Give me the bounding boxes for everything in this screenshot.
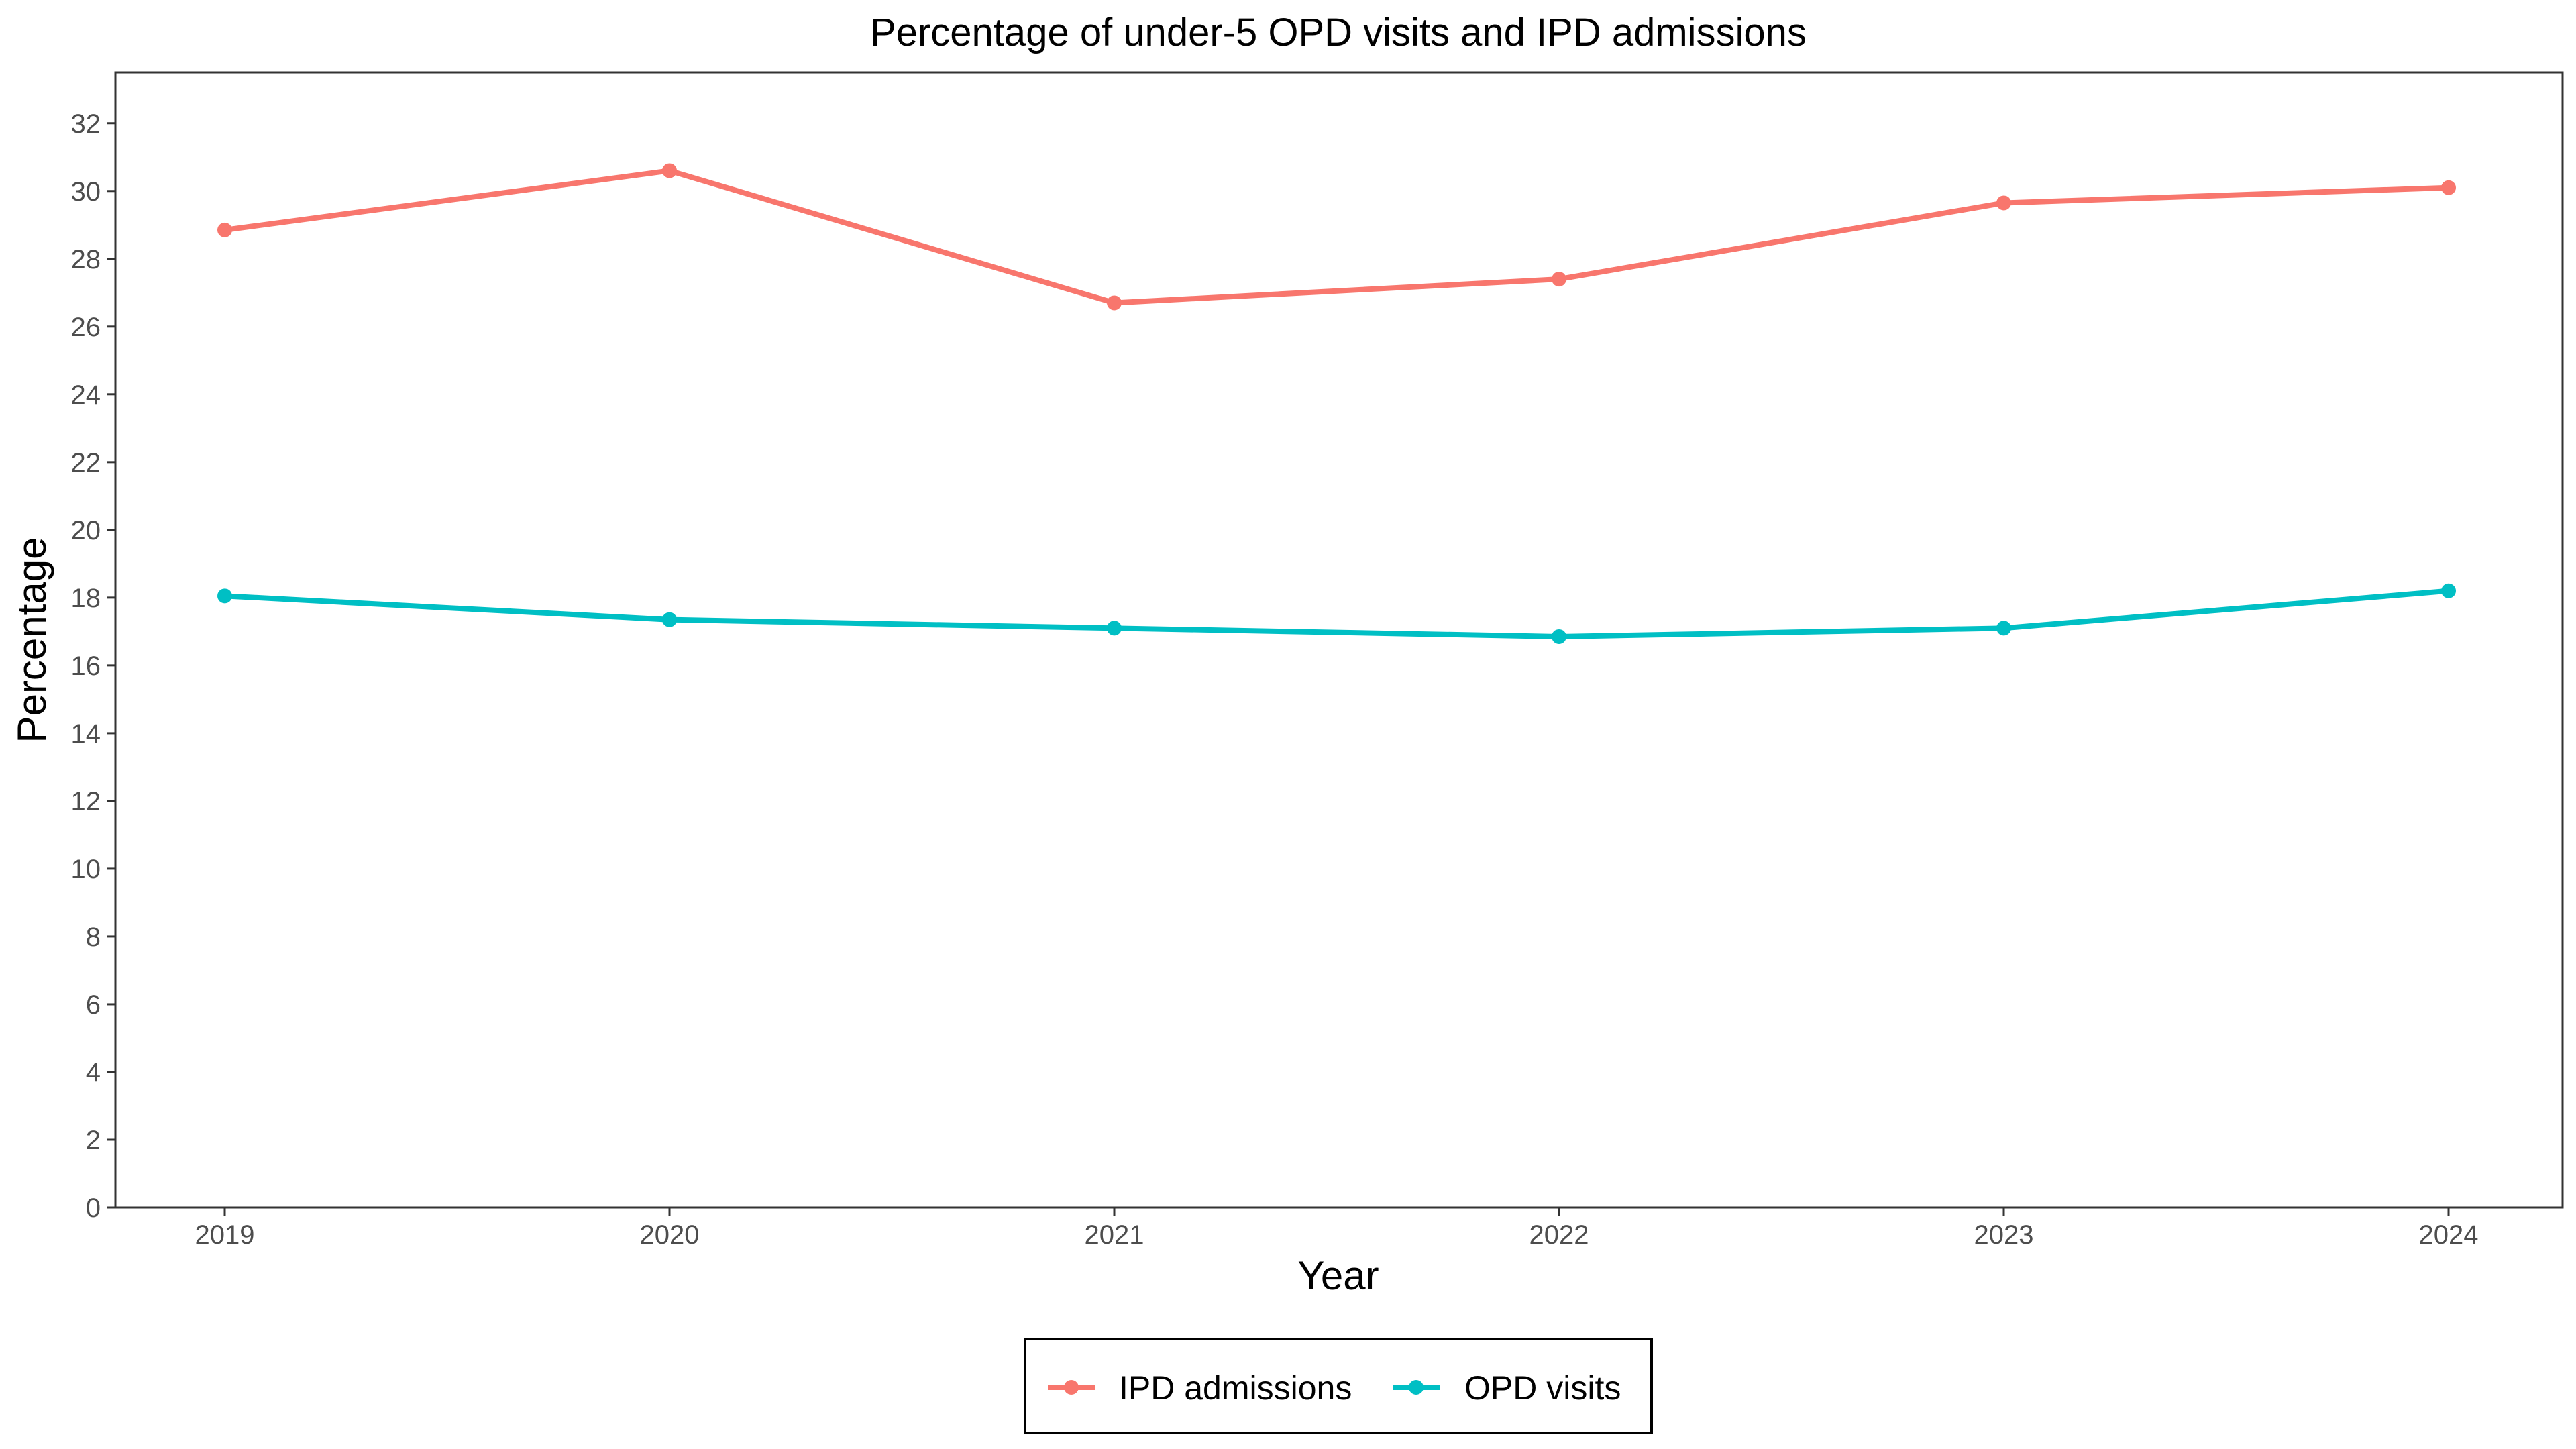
legend-key-point-opd: [1409, 1380, 1424, 1395]
x-tick-label: 2022: [1529, 1220, 1589, 1250]
plot-panel: [114, 71, 2564, 1209]
x-axis: 2019 2020 2021 2022 2023 2024: [195, 1208, 2479, 1250]
y-tick-label: 0: [86, 1193, 101, 1223]
y-tick-label: 12: [71, 787, 101, 816]
legend-key-point-ipd: [1064, 1380, 1079, 1395]
legend-label-opd: OPD visits: [1464, 1369, 1621, 1407]
data-point: [217, 222, 232, 237]
data-point: [662, 163, 677, 178]
data-point: [1996, 621, 2011, 636]
data-point: [2441, 180, 2456, 195]
x-axis-title: Year: [1297, 1253, 1379, 1298]
series-lines: [222, 168, 2451, 639]
y-tick-label: 28: [71, 245, 101, 274]
legend-label-ipd: IPD admissions: [1119, 1369, 1352, 1407]
data-point: [1107, 621, 1122, 636]
data-point: [1107, 295, 1122, 311]
series-line-0: [222, 168, 2451, 306]
y-tick-label: 18: [71, 584, 101, 613]
legend-box: [1024, 1338, 1653, 1434]
y-tick-label: 30: [71, 177, 101, 207]
series-points: [217, 163, 2456, 644]
y-tick-label: 16: [71, 651, 101, 681]
data-point: [2441, 583, 2456, 598]
y-tick-label: 20: [71, 516, 101, 545]
y-tick-label: 2: [86, 1126, 101, 1155]
chart-title: Percentage of under-5 OPD visits and IPD…: [870, 11, 1807, 54]
y-tick-label: 4: [86, 1058, 101, 1087]
x-tick-label: 2019: [195, 1220, 255, 1250]
y-tick-label: 22: [71, 448, 101, 478]
data-point: [217, 588, 232, 604]
y-tick-label: 8: [86, 922, 101, 952]
x-tick-label: 2023: [1974, 1220, 2034, 1250]
series-line-1: [222, 588, 2451, 639]
data-point: [1996, 195, 2011, 211]
data-point: [662, 612, 677, 627]
y-axis-title: Percentage: [9, 537, 54, 743]
legend: IPD admissions OPD visits: [1024, 1338, 1653, 1434]
y-tick-label: 26: [71, 313, 101, 342]
y-tick-label: 6: [86, 990, 101, 1020]
x-tick-label: 2020: [640, 1220, 700, 1250]
x-tick-label: 2021: [1085, 1220, 1144, 1250]
y-tick-label: 32: [71, 109, 101, 139]
y-tick-label: 10: [71, 855, 101, 884]
y-tick-label: 14: [71, 719, 101, 749]
x-tick-label: 2024: [2419, 1220, 2479, 1250]
data-point: [1552, 272, 1566, 287]
y-tick-label: 24: [71, 380, 101, 410]
data-point: [1552, 629, 1566, 644]
